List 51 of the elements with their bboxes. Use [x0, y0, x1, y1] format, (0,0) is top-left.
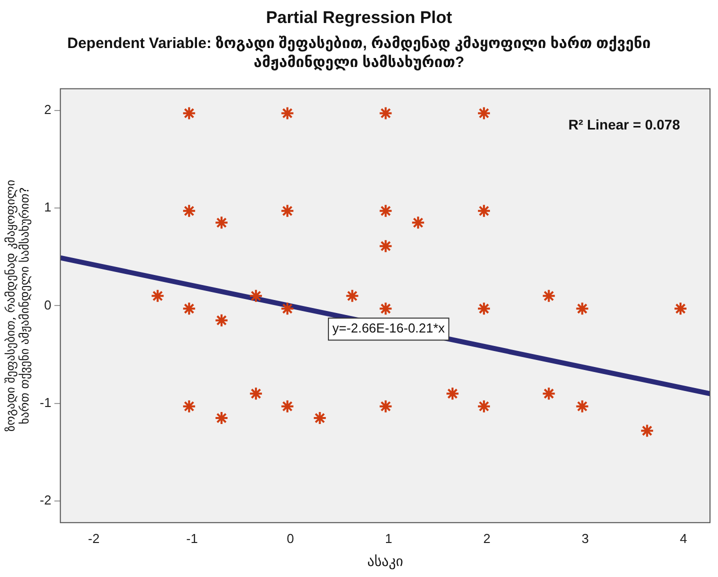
point — [280, 204, 294, 218]
point — [378, 106, 393, 120]
y-axis-title: ზოგადი შეფასებით, რამდენად კმაყოფილი ხართ თქვენი ამჟამინდელი სამსახურით? — [3, 180, 32, 432]
point — [378, 302, 393, 316]
point — [542, 386, 556, 401]
point — [411, 216, 426, 230]
point — [378, 399, 393, 414]
point — [312, 411, 327, 426]
point — [280, 399, 294, 414]
point — [214, 313, 229, 328]
x-tick-label: 1 — [385, 530, 392, 546]
chart-subtitle: Dependent Variable: ზოგადი შეფასებით, რამდენად კმაყოფილი ხართ თქვენი ამჟამინდელი სამსახურით? — [66, 34, 652, 73]
point — [182, 106, 196, 120]
point — [182, 399, 196, 414]
point — [575, 399, 590, 414]
point — [214, 411, 229, 426]
y-tick-label: 2 — [44, 102, 52, 117]
point — [378, 204, 393, 218]
x-tick-label: 2 — [483, 530, 491, 546]
point — [640, 424, 654, 438]
point — [248, 288, 263, 303]
annotation: R² Linear = 0.078 — [568, 116, 680, 133]
point — [378, 239, 393, 254]
x-tick-label: -2 — [88, 530, 100, 546]
y-tick-label: 0 — [44, 297, 52, 312]
y-tick-label: 1 — [44, 200, 52, 215]
point — [345, 288, 360, 303]
point — [280, 106, 294, 120]
point — [280, 302, 294, 316]
point — [476, 106, 491, 120]
x-tick-label: 3 — [582, 530, 589, 546]
point — [674, 302, 688, 316]
point — [476, 204, 491, 218]
y-tick-label: -1 — [40, 394, 52, 410]
x-tick-label: -1 — [186, 530, 198, 546]
point — [182, 302, 196, 316]
annotation: y=-2.66E-16-0.21*x — [332, 320, 446, 336]
point — [248, 386, 263, 401]
point — [182, 204, 196, 218]
x-tick-label: 0 — [286, 530, 294, 546]
point — [150, 288, 165, 303]
point — [542, 288, 556, 303]
chart-title: Partial Regression Plot — [264, 7, 454, 29]
x-tick-label: 4 — [680, 530, 688, 546]
point — [476, 302, 491, 316]
point — [575, 302, 590, 316]
point — [214, 216, 229, 230]
point — [476, 399, 491, 414]
x-axis-title: ასაკი — [367, 554, 404, 570]
point — [446, 386, 460, 401]
y-tick-label: -2 — [40, 492, 52, 508]
